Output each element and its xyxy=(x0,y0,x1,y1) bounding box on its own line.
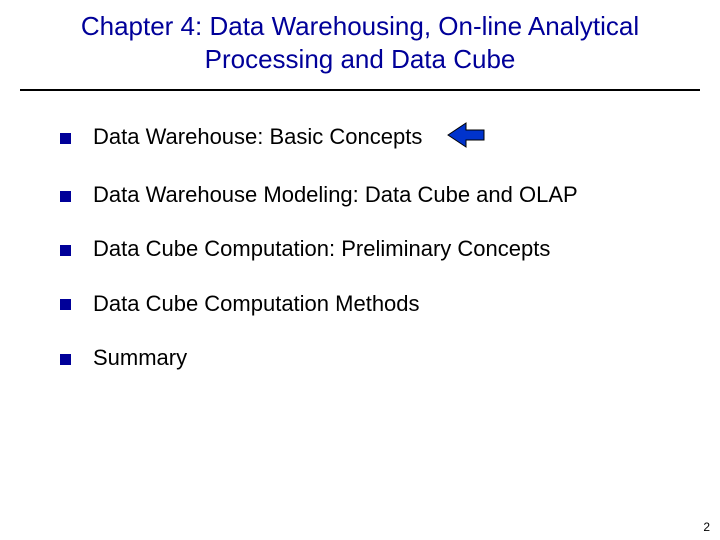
bullet-marker xyxy=(60,133,71,144)
title-line-2: Processing and Data Cube xyxy=(50,43,670,76)
bullet-label: Data Cube Computation Methods xyxy=(93,291,420,317)
bullet-label: Data Warehouse: Basic Concepts xyxy=(93,124,422,150)
bullet-label: Summary xyxy=(93,345,187,371)
pointer-arrow-icon xyxy=(446,121,486,154)
bullet-item: Data Warehouse Modeling: Data Cube and O… xyxy=(60,182,670,208)
title-line-1: Chapter 4: Data Warehousing, On-line Ana… xyxy=(50,10,670,43)
bullet-item: Data Warehouse: Basic Concepts xyxy=(60,121,670,154)
bullet-list: Data Warehouse: Basic Concepts Data Ware… xyxy=(0,91,720,372)
slide: Chapter 4: Data Warehousing, On-line Ana… xyxy=(0,0,720,540)
slide-title: Chapter 4: Data Warehousing, On-line Ana… xyxy=(20,0,700,91)
page-number: 2 xyxy=(703,520,710,534)
bullet-label: Data Cube Computation: Preliminary Conce… xyxy=(93,236,550,262)
bullet-label: Data Warehouse Modeling: Data Cube and O… xyxy=(93,182,578,208)
bullet-marker xyxy=(60,191,71,202)
bullet-marker xyxy=(60,245,71,256)
bullet-marker xyxy=(60,354,71,365)
bullet-marker xyxy=(60,299,71,310)
bullet-item: Summary xyxy=(60,345,670,371)
bullet-item: Data Cube Computation: Preliminary Conce… xyxy=(60,236,670,262)
bullet-item: Data Cube Computation Methods xyxy=(60,291,670,317)
